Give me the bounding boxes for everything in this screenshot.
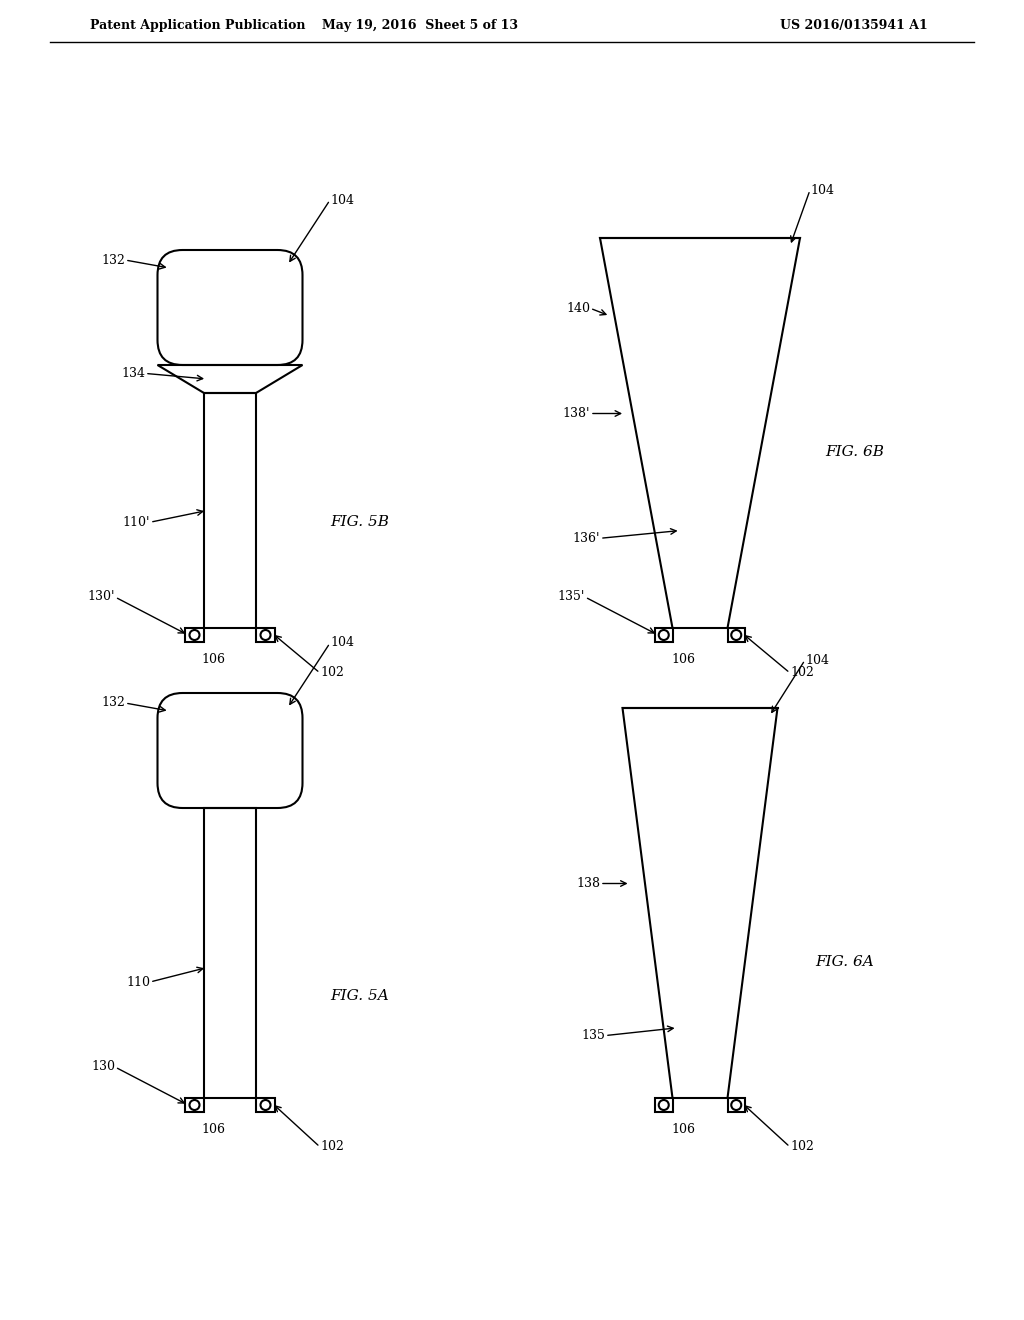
Text: 132: 132: [101, 253, 125, 267]
Circle shape: [658, 1100, 669, 1110]
Bar: [727, 1098, 745, 1111]
Text: 102: 102: [790, 667, 814, 680]
Bar: [727, 628, 745, 642]
Circle shape: [658, 630, 669, 640]
Text: 132: 132: [101, 697, 125, 710]
Circle shape: [731, 1100, 741, 1110]
Bar: [185, 628, 204, 642]
Text: 106: 106: [201, 1123, 225, 1137]
Text: 136': 136': [572, 532, 600, 545]
Circle shape: [731, 630, 741, 640]
Text: FIG. 5A: FIG. 5A: [331, 990, 389, 1003]
Text: 135: 135: [582, 1030, 605, 1041]
Bar: [655, 1098, 673, 1111]
Text: 104: 104: [805, 653, 829, 667]
Text: 138: 138: [575, 876, 600, 890]
Text: 102: 102: [319, 667, 344, 680]
Text: 104: 104: [330, 636, 354, 649]
Circle shape: [260, 630, 270, 640]
Bar: [655, 628, 673, 642]
Text: 110: 110: [126, 975, 150, 989]
Text: 130': 130': [87, 590, 115, 603]
Text: Patent Application Publication: Patent Application Publication: [90, 18, 305, 32]
Bar: [256, 628, 275, 642]
Text: May 19, 2016  Sheet 5 of 13: May 19, 2016 Sheet 5 of 13: [322, 18, 518, 32]
Text: 106: 106: [671, 653, 695, 667]
Text: 130: 130: [91, 1060, 115, 1073]
Circle shape: [189, 1100, 200, 1110]
Text: FIG. 5B: FIG. 5B: [331, 515, 389, 529]
Text: 110': 110': [123, 516, 150, 529]
Text: 135': 135': [558, 590, 585, 603]
Circle shape: [260, 1100, 270, 1110]
Text: 134: 134: [121, 367, 145, 380]
Text: 102: 102: [319, 1140, 344, 1154]
Bar: [256, 1098, 275, 1111]
Text: FIG. 6A: FIG. 6A: [816, 954, 874, 969]
Text: 106: 106: [671, 1123, 695, 1137]
Text: 104: 104: [810, 183, 834, 197]
Circle shape: [189, 630, 200, 640]
Text: 138': 138': [562, 407, 590, 420]
Text: 104: 104: [330, 194, 354, 206]
Text: US 2016/0135941 A1: US 2016/0135941 A1: [780, 18, 928, 32]
Bar: [204, 808, 256, 1098]
Text: FIG. 6B: FIG. 6B: [825, 446, 885, 459]
Bar: [204, 393, 256, 628]
Text: 140: 140: [566, 302, 590, 314]
Text: 106: 106: [201, 653, 225, 667]
Bar: [185, 1098, 204, 1111]
Text: 102: 102: [790, 1140, 814, 1154]
